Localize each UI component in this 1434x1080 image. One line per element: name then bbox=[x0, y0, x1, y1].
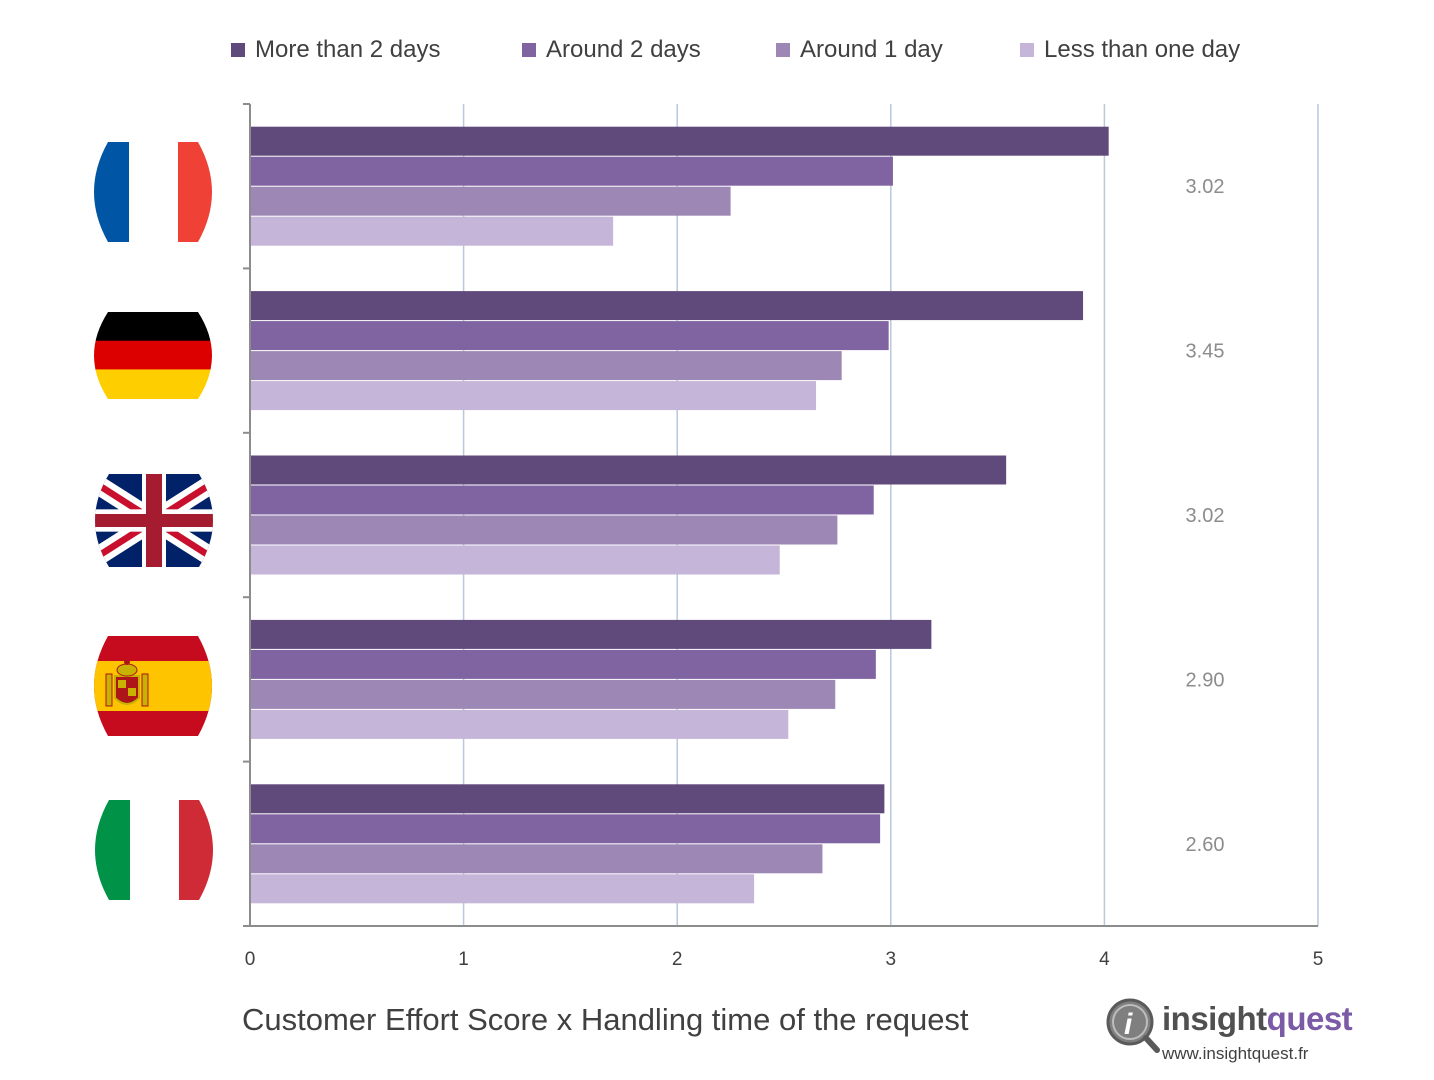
bar bbox=[250, 351, 842, 381]
legend-swatch bbox=[776, 43, 790, 57]
info-magnifier-icon: i bbox=[1106, 998, 1160, 1053]
x-tick-label: 2 bbox=[672, 949, 683, 970]
bar bbox=[250, 545, 780, 575]
average-label: 2.90 bbox=[1186, 669, 1225, 691]
bar bbox=[250, 814, 881, 844]
average-label: 3.02 bbox=[1186, 176, 1225, 198]
x-tick-label: 4 bbox=[1099, 949, 1110, 970]
coat-of-arms-icon bbox=[105, 659, 149, 707]
brand-name-part2: quest bbox=[1266, 1000, 1353, 1037]
france-flag bbox=[94, 142, 212, 242]
average-label: 3.45 bbox=[1186, 341, 1225, 363]
legend-label: Less than one day bbox=[1044, 36, 1241, 63]
legend-item: Less than one day bbox=[1020, 36, 1240, 64]
chart-title: Customer Effort Score x Handling time of… bbox=[242, 1002, 969, 1037]
brand-name: insightquest bbox=[1162, 1000, 1353, 1038]
legend-label: Around 1 day bbox=[800, 36, 943, 63]
brand-name-part1: insight bbox=[1162, 1000, 1267, 1037]
spain-flag bbox=[94, 636, 212, 736]
legend-item: Around 2 days bbox=[522, 36, 701, 64]
brand-url[interactable]: www.insightquest.fr bbox=[1162, 1044, 1309, 1063]
bar bbox=[250, 784, 885, 814]
x-tick-label: 3 bbox=[886, 949, 897, 970]
bar bbox=[250, 515, 838, 545]
bar bbox=[250, 381, 817, 411]
legend-swatch bbox=[231, 43, 245, 57]
italy-flag bbox=[95, 800, 213, 900]
legend-label: More than 2 days bbox=[255, 36, 441, 63]
germany-flag bbox=[94, 312, 212, 399]
bar bbox=[250, 186, 731, 216]
bar bbox=[250, 874, 755, 904]
legend-swatch bbox=[522, 43, 536, 57]
legend-item: Around 1 day bbox=[776, 36, 943, 64]
bar bbox=[250, 709, 789, 739]
legend-label: Around 2 days bbox=[546, 36, 701, 63]
x-tick-label: 5 bbox=[1313, 949, 1324, 970]
bar bbox=[250, 619, 932, 649]
bar bbox=[250, 679, 836, 709]
chart-legend: More than 2 days Around 2 days Around 1 … bbox=[0, 36, 1434, 70]
bar bbox=[250, 156, 893, 186]
x-tick-label: 1 bbox=[458, 949, 469, 970]
average-label: 3.02 bbox=[1186, 505, 1225, 527]
brand-logo[interactable]: i insightquest www.insightquest.fr bbox=[1100, 996, 1370, 1072]
bar bbox=[250, 485, 874, 515]
x-tick-label: 0 bbox=[245, 949, 256, 970]
uk-flag bbox=[95, 474, 213, 568]
bar bbox=[250, 216, 614, 246]
average-label: 2.60 bbox=[1186, 834, 1225, 856]
legend-swatch bbox=[1020, 43, 1034, 57]
legend-item: More than 2 days bbox=[231, 36, 440, 64]
bar bbox=[250, 321, 889, 351]
bar bbox=[250, 455, 1007, 485]
bar bbox=[250, 649, 876, 679]
bar bbox=[250, 126, 1109, 156]
bar bbox=[250, 844, 823, 874]
bar bbox=[250, 291, 1084, 321]
svg-text:i: i bbox=[1124, 1008, 1133, 1041]
